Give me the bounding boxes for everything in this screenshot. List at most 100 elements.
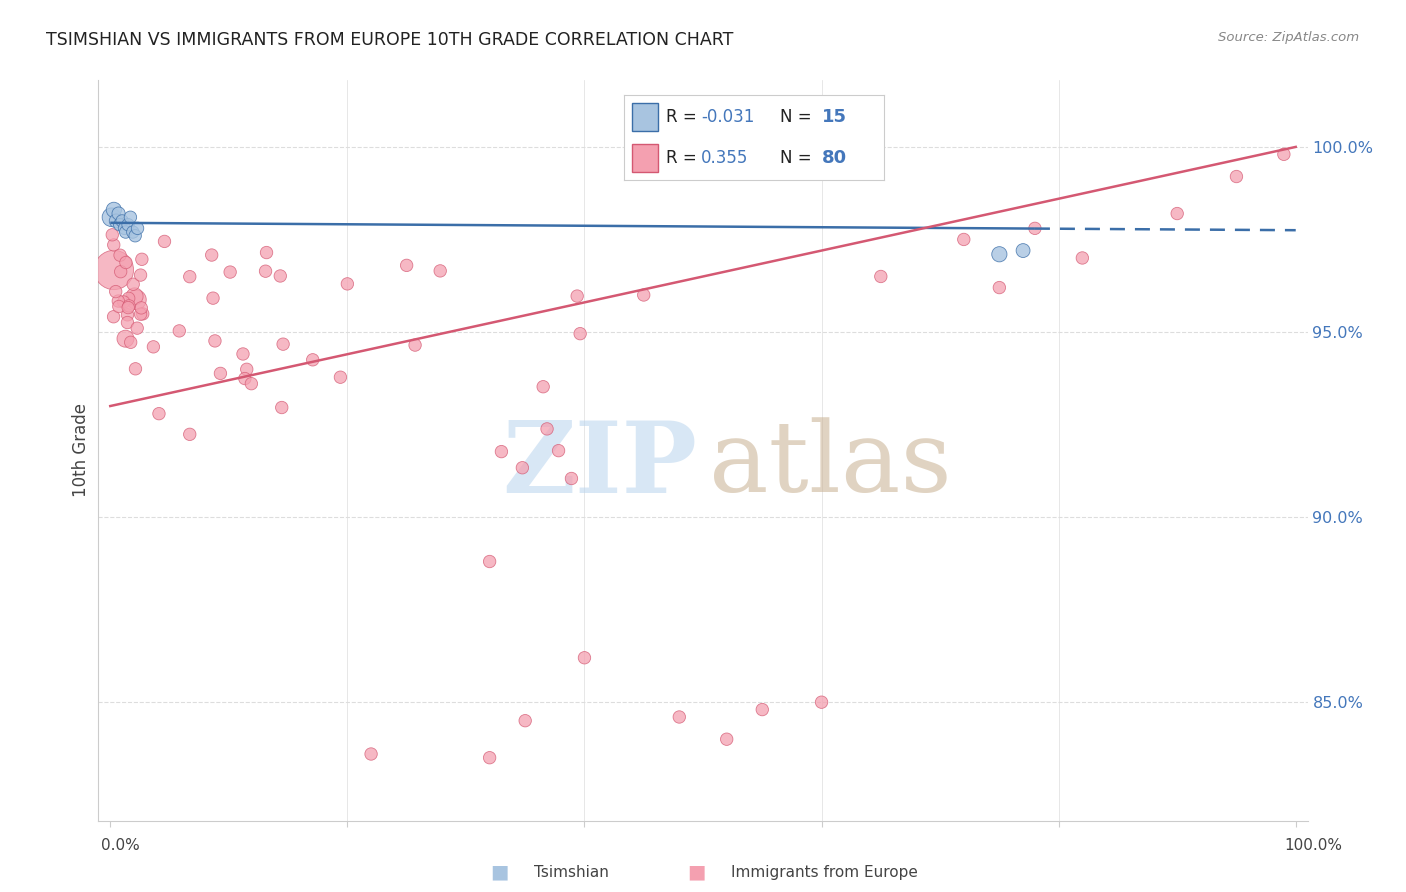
Point — [117, 316, 139, 330]
Point — [114, 332, 136, 346]
Point — [115, 255, 138, 269]
Point — [142, 340, 165, 354]
Point — [256, 245, 278, 260]
Point — [716, 732, 738, 747]
Point — [233, 371, 256, 385]
Point — [1225, 169, 1247, 184]
Point — [107, 206, 129, 220]
Point — [988, 280, 1011, 294]
Point — [329, 370, 352, 384]
Point — [117, 301, 139, 315]
Point — [103, 310, 125, 324]
Point — [668, 710, 690, 724]
Point — [1166, 206, 1188, 220]
Point — [209, 367, 232, 381]
Point — [1012, 244, 1035, 258]
Point — [131, 252, 153, 267]
Point — [491, 444, 513, 458]
Point — [100, 211, 122, 225]
Point — [111, 214, 134, 228]
Point — [569, 326, 592, 341]
Point — [1024, 221, 1046, 235]
Point — [235, 362, 257, 376]
Point — [132, 307, 155, 321]
Point — [633, 288, 655, 302]
Point — [121, 225, 143, 239]
Point — [567, 289, 589, 303]
Point — [120, 335, 142, 350]
Point — [512, 460, 534, 475]
Text: ZIP: ZIP — [502, 417, 697, 514]
Text: atlas: atlas — [709, 417, 952, 513]
Point — [179, 269, 201, 284]
Point — [515, 714, 537, 728]
Point — [404, 338, 426, 352]
Point — [536, 422, 558, 436]
Point — [301, 352, 323, 367]
Point — [103, 263, 125, 277]
Text: Tsimshian: Tsimshian — [534, 865, 609, 880]
Point — [952, 232, 974, 246]
Point — [869, 269, 891, 284]
Y-axis label: 10th Grade: 10th Grade — [72, 403, 90, 498]
Point — [547, 443, 569, 458]
Point — [114, 221, 136, 235]
Point — [107, 293, 129, 308]
Point — [204, 334, 226, 348]
Point — [269, 268, 291, 283]
Point — [118, 299, 141, 313]
Point — [129, 307, 152, 321]
Point — [127, 221, 149, 235]
Point — [129, 301, 152, 315]
Point — [201, 248, 224, 262]
Point — [810, 695, 832, 709]
Point — [254, 264, 277, 278]
Point — [429, 264, 451, 278]
Point — [108, 248, 131, 262]
Point — [988, 247, 1011, 261]
Point — [127, 321, 149, 335]
Point — [103, 238, 125, 252]
Point — [179, 427, 201, 442]
Point — [124, 361, 146, 376]
Point — [240, 376, 263, 391]
Point — [122, 277, 145, 292]
Point — [101, 227, 124, 242]
Point — [108, 300, 131, 314]
Text: ■: ■ — [489, 863, 509, 882]
Point — [118, 291, 141, 305]
Text: TSIMSHIAN VS IMMIGRANTS FROM EUROPE 10TH GRADE CORRELATION CHART: TSIMSHIAN VS IMMIGRANTS FROM EUROPE 10TH… — [46, 31, 734, 49]
Point — [271, 337, 294, 351]
Point — [110, 265, 132, 279]
Point — [574, 650, 596, 665]
Point — [108, 218, 131, 232]
Point — [531, 380, 554, 394]
Point — [153, 235, 176, 249]
Point — [560, 471, 582, 485]
Point — [336, 277, 359, 291]
Point — [117, 218, 139, 232]
Point — [104, 285, 127, 299]
Point — [125, 293, 148, 307]
Point — [114, 225, 136, 239]
Point — [103, 202, 125, 217]
Point — [120, 211, 142, 225]
Point — [129, 268, 152, 282]
Point — [360, 747, 382, 761]
Point — [478, 750, 501, 764]
Point — [124, 228, 146, 243]
Point — [1272, 147, 1295, 161]
Point — [105, 214, 128, 228]
Text: Source: ZipAtlas.com: Source: ZipAtlas.com — [1219, 31, 1360, 45]
Text: ■: ■ — [686, 863, 706, 882]
Point — [751, 702, 773, 716]
Point — [117, 308, 139, 322]
Point — [395, 258, 418, 272]
Point — [232, 347, 254, 361]
Point — [270, 401, 292, 415]
Point — [124, 289, 146, 303]
Point — [169, 324, 191, 338]
Point — [112, 295, 135, 310]
Text: 100.0%: 100.0% — [1285, 838, 1343, 853]
Point — [1071, 251, 1094, 265]
